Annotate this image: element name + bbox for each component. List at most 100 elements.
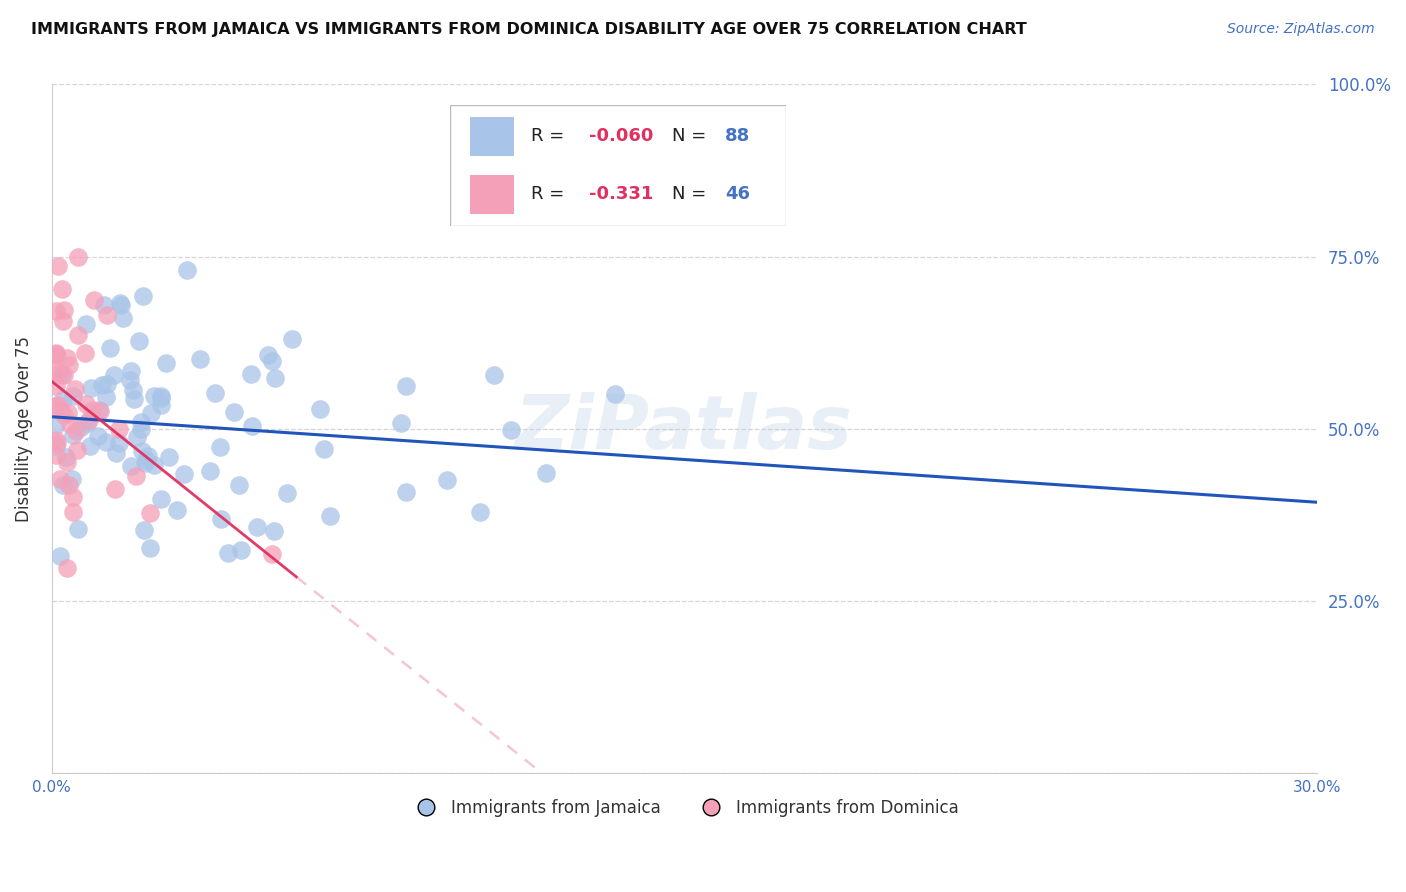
Point xyxy=(125,430,148,444)
Point xyxy=(45,436,67,450)
Point xyxy=(62,490,84,504)
Point xyxy=(45,439,67,453)
Text: IMMIGRANTS FROM JAMAICA VS IMMIGRANTS FROM DOMINICA DISABILITY AGE OVER 75 CORRE: IMMIGRANTS FROM JAMAICA VS IMMIGRANTS FR… xyxy=(31,22,1026,37)
Point xyxy=(62,506,84,520)
Point xyxy=(48,366,70,380)
Point xyxy=(149,389,172,403)
Point xyxy=(76,397,98,411)
Point xyxy=(217,546,239,560)
Point xyxy=(45,348,67,362)
Point xyxy=(155,356,177,370)
Point xyxy=(276,485,298,500)
Point xyxy=(104,482,127,496)
Point xyxy=(395,379,418,393)
Point xyxy=(80,381,103,395)
Point xyxy=(58,358,80,372)
Point xyxy=(129,416,152,430)
Point xyxy=(75,317,97,331)
Point xyxy=(143,389,166,403)
Point xyxy=(134,456,156,470)
Point xyxy=(143,458,166,472)
Point xyxy=(46,397,69,411)
Point xyxy=(67,522,90,536)
Point xyxy=(224,405,246,419)
Point xyxy=(122,392,145,406)
Point xyxy=(62,471,84,485)
Point xyxy=(108,296,131,310)
Point xyxy=(484,368,506,383)
Point xyxy=(51,282,73,296)
Point xyxy=(173,467,195,482)
Point xyxy=(48,259,70,273)
Point xyxy=(59,417,82,432)
Point xyxy=(141,407,163,421)
Point xyxy=(149,398,172,412)
Point xyxy=(45,346,67,360)
Point xyxy=(56,561,79,575)
Point xyxy=(52,314,75,328)
Point xyxy=(209,511,232,525)
Point xyxy=(45,433,67,447)
Point xyxy=(52,478,75,492)
Point xyxy=(228,478,250,492)
Point xyxy=(281,333,304,347)
Point xyxy=(98,341,121,355)
Point xyxy=(120,364,142,378)
Point xyxy=(45,449,67,463)
Point xyxy=(131,443,153,458)
Point xyxy=(52,368,75,383)
Text: ZiPatlas: ZiPatlas xyxy=(516,392,853,466)
Point xyxy=(66,442,89,457)
Point xyxy=(121,383,143,397)
Point xyxy=(603,387,626,401)
Point xyxy=(66,251,89,265)
Point xyxy=(198,464,221,478)
Point xyxy=(204,385,226,400)
Point xyxy=(138,506,160,520)
Point xyxy=(312,442,335,456)
Point xyxy=(45,418,67,433)
Point xyxy=(108,436,131,450)
Point xyxy=(58,406,80,420)
Point xyxy=(499,423,522,437)
Point xyxy=(45,346,67,360)
Point xyxy=(208,440,231,454)
Point xyxy=(319,508,342,523)
Point xyxy=(256,348,278,362)
Point xyxy=(80,403,103,417)
Point xyxy=(53,302,76,317)
Point xyxy=(262,547,284,561)
Point xyxy=(58,478,80,492)
Point xyxy=(79,439,101,453)
Point xyxy=(111,310,134,325)
Point xyxy=(96,435,118,450)
Point xyxy=(120,373,142,387)
Point xyxy=(52,392,75,406)
Point xyxy=(108,422,131,436)
Point xyxy=(93,298,115,312)
Point xyxy=(77,413,100,427)
Point xyxy=(62,389,84,403)
Point xyxy=(231,542,253,557)
Point xyxy=(90,378,112,392)
Y-axis label: Disability Age Over 75: Disability Age Over 75 xyxy=(15,336,32,522)
Point xyxy=(45,379,67,393)
Point xyxy=(129,422,152,436)
Point xyxy=(132,523,155,537)
Legend: Immigrants from Jamaica, Immigrants from Dominica: Immigrants from Jamaica, Immigrants from… xyxy=(404,792,966,823)
Point xyxy=(56,455,79,469)
Point xyxy=(125,468,148,483)
Point xyxy=(56,351,79,366)
Point xyxy=(260,353,283,368)
Point xyxy=(70,420,93,434)
Point xyxy=(45,400,67,414)
Point xyxy=(96,309,118,323)
Point xyxy=(188,352,211,367)
Point xyxy=(536,467,558,481)
Point xyxy=(49,549,72,563)
Point xyxy=(83,293,105,307)
Point xyxy=(51,404,73,418)
Point xyxy=(264,370,287,384)
Point xyxy=(139,541,162,555)
Point xyxy=(63,382,86,396)
